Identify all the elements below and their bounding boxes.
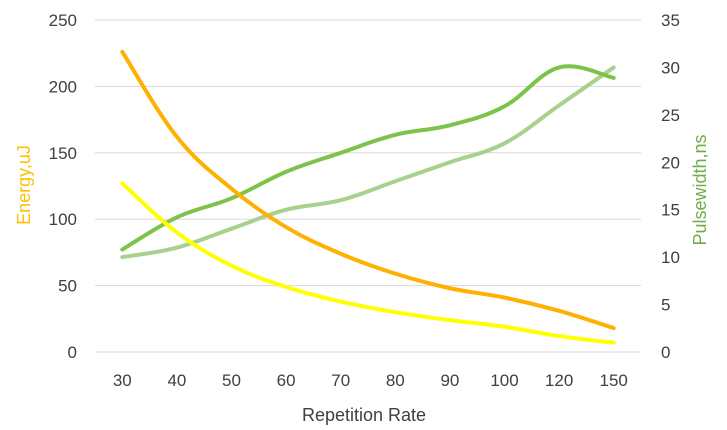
energy-orange-line [120,49,616,331]
right-tick-label: 0 [661,343,670,362]
right-tick-label: 20 [661,153,680,172]
left-tick-label: 50 [58,277,77,296]
right-tick-label: 10 [661,248,680,267]
left-tick-label: 250 [49,11,77,30]
right-tick-label: 5 [661,296,670,315]
left-tick-label: 100 [49,210,77,229]
x-tick-label: 120 [545,371,573,390]
right-tick-label: 15 [661,201,680,220]
left-tick-label: 200 [49,77,77,96]
left-tick-label: 0 [68,343,77,362]
pulsewidth-lightgreen-line [120,65,616,260]
x-tick-label: 60 [277,371,296,390]
pulsewidth-green-line [120,64,616,252]
right-tick-label: 35 [661,11,680,30]
series-layer [120,49,616,345]
right-axis-ticks: 0 5 10 15 20 25 30 35 [661,11,680,362]
energy-yellow-line [120,181,616,345]
left-tick-label: 150 [49,144,77,163]
gridlines [95,19,641,353]
x-tick-label: 150 [600,371,628,390]
right-tick-label: 30 [661,58,680,77]
left-axis-ticks: 0 50 100 150 200 250 [49,11,77,362]
right-tick-label: 25 [661,106,680,125]
x-tick-label: 30 [113,371,132,390]
x-tick-label: 80 [386,371,405,390]
x-tick-label: 90 [440,371,459,390]
right-axis-title: Pulsewidth,ns [690,134,710,245]
x-tick-label: 100 [490,371,518,390]
x-tick-label: 70 [331,371,350,390]
x-tick-label: 40 [167,371,186,390]
x-axis-title: Repetition Rate [302,405,426,425]
x-axis-ticks: 30 40 50 60 70 80 90 100 120 150 [113,371,628,390]
x-tick-label: 50 [222,371,241,390]
left-axis-title: Energy,uJ [14,145,34,225]
